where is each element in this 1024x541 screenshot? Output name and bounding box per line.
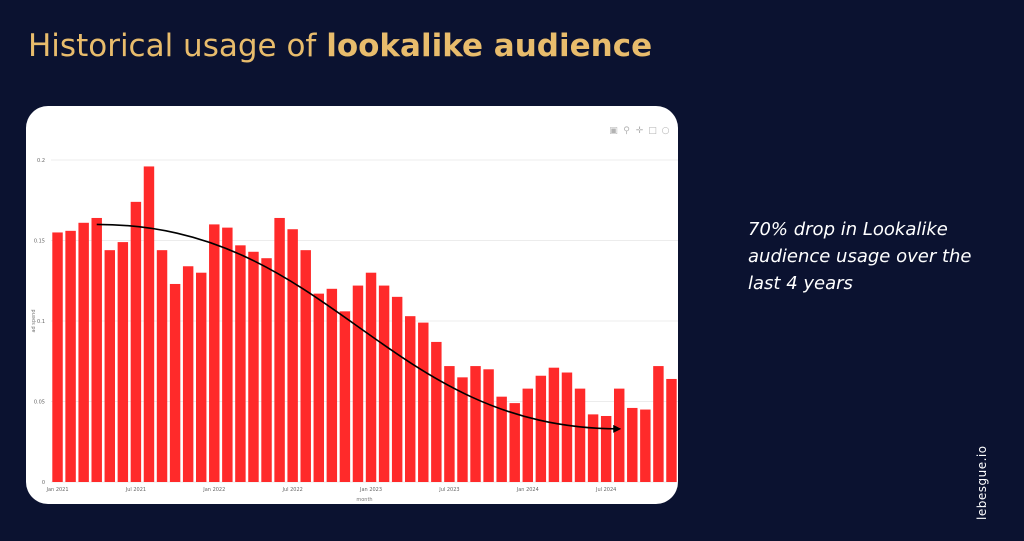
y-tick-label: 0.05 xyxy=(34,400,45,406)
camera-icon[interactable]: ▣ xyxy=(609,126,618,136)
bar xyxy=(587,414,599,482)
bar xyxy=(496,396,507,482)
bar xyxy=(483,369,494,482)
bar xyxy=(431,341,442,482)
bar xyxy=(600,415,612,482)
pan-icon[interactable]: ✛ xyxy=(635,126,644,136)
bar xyxy=(91,217,102,482)
lasso-icon[interactable]: ○ xyxy=(661,126,670,136)
x-tick-label: Jul 2024 xyxy=(595,487,616,493)
bar xyxy=(169,283,181,482)
bar xyxy=(195,272,207,482)
y-tick-label: 0.2 xyxy=(37,158,45,164)
bar xyxy=(313,293,325,482)
bar xyxy=(143,166,155,482)
bar xyxy=(326,288,338,482)
x-tick-label: Jan 2022 xyxy=(202,487,225,493)
bar xyxy=(561,372,573,482)
bar xyxy=(457,377,468,482)
bar xyxy=(666,378,677,482)
brand-watermark: lebesgue.io xyxy=(975,445,989,520)
bar xyxy=(470,366,481,482)
bar xyxy=(300,250,311,482)
bar xyxy=(535,375,547,482)
bar xyxy=(117,242,129,482)
bar-chart: 0 0.05 0.1 0.15 0.2 Jan 2021 Jul 2021 Jan 2022 J… xyxy=(31,158,678,503)
bar xyxy=(156,250,168,482)
bar xyxy=(78,222,89,482)
chart-toolbar: ▣ ⚲ ✛ □ ○ xyxy=(609,126,670,136)
bar xyxy=(653,366,664,482)
x-axis-title: month xyxy=(356,497,372,503)
bar xyxy=(444,366,455,482)
bar xyxy=(640,409,651,482)
bar xyxy=(391,296,403,482)
bar xyxy=(104,250,116,482)
bar xyxy=(548,367,560,482)
page-title: Historical usage of lookalike audience xyxy=(28,28,652,64)
bar xyxy=(404,316,416,482)
x-tick-label: Jan 2023 xyxy=(359,487,382,493)
bar xyxy=(182,266,194,482)
title-bold: lookalike audience xyxy=(326,28,653,64)
bar xyxy=(365,272,377,482)
chart-card: ▣ ⚲ ✛ □ ○ 0 0.05 0.1 0.15 0.2 Jan 2021 Jul 202… xyxy=(26,106,678,504)
bar xyxy=(222,227,233,482)
bar xyxy=(418,322,429,482)
bar xyxy=(627,407,638,482)
bar xyxy=(509,403,520,482)
y-tick-label: 0.15 xyxy=(34,239,45,245)
y-axis-title: ad spend xyxy=(31,309,37,332)
x-tick-label: Jul 2021 xyxy=(125,487,146,493)
bar xyxy=(235,245,246,482)
select-box-icon[interactable]: □ xyxy=(648,126,657,136)
bar xyxy=(339,311,351,482)
y-tick-label: 0 xyxy=(42,480,45,486)
title-regular: Historical usage of xyxy=(28,28,327,64)
callout-text: 70% drop in Lookalike audience usage ove… xyxy=(748,219,972,294)
bar xyxy=(274,217,285,482)
x-tick-label: Jan 2024 xyxy=(516,487,539,493)
bar xyxy=(378,285,390,482)
bar xyxy=(613,388,625,482)
bar xyxy=(209,224,220,482)
x-tick-label: Jul 2022 xyxy=(281,487,302,493)
x-tick-label: Jul 2023 xyxy=(438,487,459,493)
bar xyxy=(287,229,298,482)
x-tick-label: Jan 2021 xyxy=(46,487,69,493)
trend-arrow xyxy=(96,223,622,433)
bar xyxy=(522,388,534,482)
bar xyxy=(52,232,63,482)
bar xyxy=(65,230,76,482)
bar xyxy=(352,285,364,482)
zoom-icon[interactable]: ⚲ xyxy=(623,126,630,136)
bar xyxy=(261,258,272,482)
bar xyxy=(130,201,142,483)
bar xyxy=(248,251,259,482)
bar xyxy=(574,388,586,482)
y-tick-label: 0.1 xyxy=(37,319,45,325)
